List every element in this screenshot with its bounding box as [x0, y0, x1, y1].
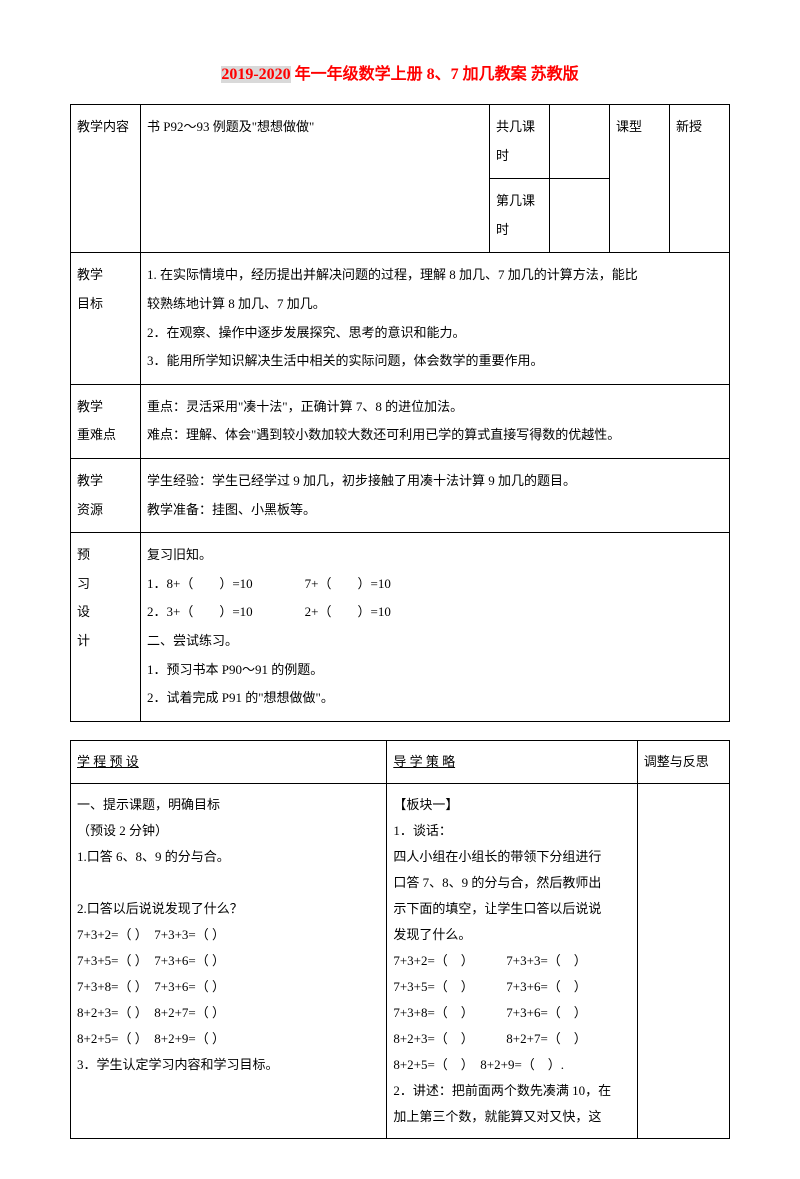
preset-l3: 1.口答 6、8、9 的分与合。 [77, 849, 230, 864]
goals-line2: 较熟练地计算 8 加几、7 加几。 [147, 296, 326, 311]
preset-l6: 7+3+5=（ ） 7+3+6=（ ） [77, 953, 225, 968]
table-spacer [70, 722, 730, 740]
resources-content: 学生经验：学生已经学过 9 加几，初步接触了用凑十法计算 9 加几的题目。 教学… [141, 458, 730, 532]
difficulties-label: 教学重难点 [71, 384, 141, 458]
preset-l5: 7+3+2=（ ） 7+3+3=（ ） [77, 927, 225, 942]
resources-line1: 学生经验：学生已经学过 9 加几，初步接触了用凑十法计算 9 加几的题目。 [147, 473, 576, 488]
lesson-plan-table-1: 教学内容 书 P92～93 例题及"想想做做" 共几课时 课型 新授 第几课时 … [70, 104, 730, 722]
header-preset: 学 程 预 设 [71, 740, 387, 783]
reflect-content [637, 783, 729, 1138]
preset-l4: 2.口答以后说说发现了什么？ [77, 901, 243, 916]
preview-h1: 复习旧知。 [147, 547, 212, 562]
strategy-l13: 加上第三个数，就能算又对又快，这 [393, 1109, 601, 1124]
difficulties-line1: 重点：灵活采用"凑十法"，正确计算 7、8 的进位加法。 [147, 399, 463, 414]
goals-content: 1. 在实际情境中，经历提出并解决问题的过程，理解 8 加几、7 加几的计算方法… [141, 253, 730, 384]
resources-label: 教学资源 [71, 458, 141, 532]
strategy-content: 【板块一】 1．谈话： 四人小组在小组长的带领下分组进行 口答 7、8、9 的分… [387, 783, 637, 1138]
difficulties-line2: 难点：理解、体会"遇到较小数加较大数还可利用已学的算式直接写得数的优越性。 [147, 427, 620, 442]
preset-l1: 一、提示课题，明确目标 [77, 797, 220, 812]
periods-which-value [550, 179, 610, 253]
resources-line2: 教学准备：挂图、小黑板等。 [147, 502, 316, 517]
strategy-l3: 四人小组在小组长的带领下分组进行 [393, 849, 601, 864]
strategy-l1: 【板块一】 [393, 797, 458, 812]
preview-l3: 1．预习书本 P90～91 的例题。 [147, 662, 323, 677]
difficulties-content: 重点：灵活采用"凑十法"，正确计算 7、8 的进位加法。 难点：理解、体会"遇到… [141, 384, 730, 458]
strategy-l9: 7+3+8=（ ） 7+3+6=（ ） [393, 1005, 587, 1020]
strategy-l5: 示下面的填空，让学生口答以后说说 [393, 901, 601, 916]
preset-l8: 8+2+3=（ ） 8+2+7=（ ） [77, 1005, 225, 1020]
type-value: 新授 [670, 105, 730, 253]
preview-l4: 2．试着完成 P91 的"想想做做"。 [147, 690, 334, 705]
preview-l2: 2．3+（ ）=10 2+（ ）=10 [147, 604, 391, 619]
goals-line4: 3．能用所学知识解决生活中相关的实际问题，体会数学的重要作用。 [147, 353, 544, 368]
type-label: 课型 [610, 105, 670, 253]
preview-l1: 1．8+（ ）=10 7+（ ）=10 [147, 576, 391, 591]
periods-which-label: 第几课时 [490, 179, 550, 253]
content-value: 书 P92～93 例题及"想想做做" [141, 105, 490, 253]
preview-label: 预习设计 [71, 533, 141, 722]
strategy-l6: 发现了什么。 [393, 927, 471, 942]
strategy-l12: 2．讲述：把前面两个数先凑满 10，在 [393, 1083, 611, 1098]
strategy-l8: 7+3+5=（ ） 7+3+6=（ ） [393, 979, 587, 994]
periods-total-value [550, 105, 610, 179]
header-strategy: 导 学 策 略 [387, 740, 637, 783]
strategy-l4: 口答 7、8、9 的分与合，然后教师出 [393, 875, 601, 890]
goals-line1: 1. 在实际情境中，经历提出并解决问题的过程，理解 8 加几、7 加几的计算方法… [147, 267, 638, 282]
strategy-l11: 8+2+5=（ ） 8+2+9=（ ）. [393, 1057, 564, 1072]
title-year-highlight: 2019-2020 [221, 66, 290, 83]
strategy-l2: 1．谈话： [393, 823, 452, 838]
lesson-plan-table-2: 学 程 预 设 导 学 策 略 调整与反思 一、提示课题，明确目标 （预设 2 … [70, 740, 730, 1139]
preset-l9: 8+2+5=（ ） 8+2+9=（ ） [77, 1031, 225, 1046]
preset-content: 一、提示课题，明确目标 （预设 2 分钟） 1.口答 6、8、9 的分与合。 2… [71, 783, 387, 1138]
strategy-l10: 8+2+3=（ ） 8+2+7=（ ） [393, 1031, 587, 1046]
preview-h2: 二、尝试练习。 [147, 633, 238, 648]
content-label: 教学内容 [71, 105, 141, 253]
header-reflect: 调整与反思 [637, 740, 729, 783]
preset-l2: （预设 2 分钟） [77, 823, 168, 838]
title-rest: 年一年级数学上册 8、7 加几教案 苏教版 [291, 66, 579, 83]
preset-l7: 7+3+8=（ ） 7+3+6=（ ） [77, 979, 225, 994]
document-title: 2019-2020 年一年级数学上册 8、7 加几教案 苏教版 [70, 60, 730, 84]
goals-line3: 2．在观察、操作中逐步发展探究、思考的意识和能力。 [147, 325, 466, 340]
preset-l10: 3．学生认定学习内容和学习目标。 [77, 1057, 279, 1072]
strategy-l7: 7+3+2=（ ） 7+3+3=（ ） [393, 953, 587, 968]
preview-content: 复习旧知。 1．8+（ ）=10 7+（ ）=10 2．3+（ ）=10 2+（… [141, 533, 730, 722]
goals-label: 教学目标 [71, 253, 141, 384]
periods-total-label: 共几课时 [490, 105, 550, 179]
